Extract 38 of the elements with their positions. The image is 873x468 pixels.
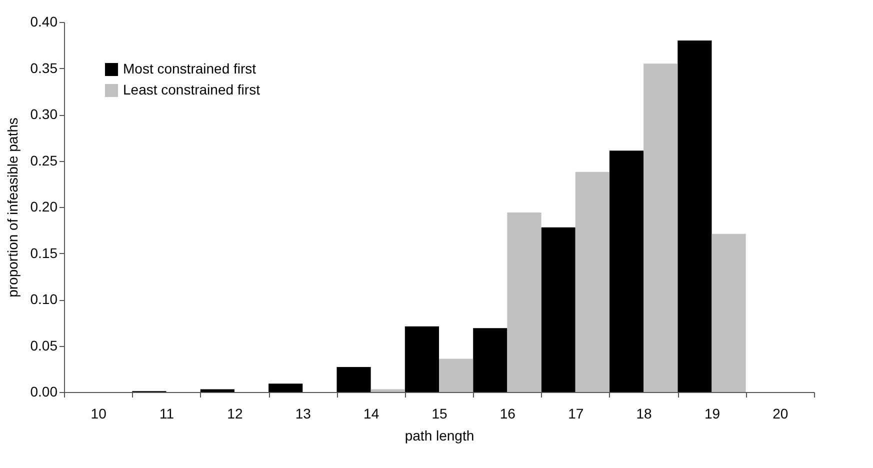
bar bbox=[644, 64, 678, 392]
bar bbox=[439, 358, 474, 392]
x-tick-label: 16 bbox=[500, 406, 516, 422]
bar bbox=[200, 389, 234, 392]
x-tick-label: 12 bbox=[227, 406, 243, 422]
x-tick-label: 15 bbox=[432, 406, 448, 422]
bar bbox=[541, 227, 576, 392]
y-tick-label: 0.35 bbox=[30, 60, 58, 76]
y-tick-label: 0.25 bbox=[30, 152, 58, 168]
x-tick-label: 14 bbox=[364, 406, 380, 422]
bar bbox=[678, 40, 712, 392]
bar bbox=[575, 172, 610, 392]
x-tick-label: 17 bbox=[568, 406, 584, 422]
legend-label: Most constrained first bbox=[123, 60, 256, 76]
y-tick-label: 0.40 bbox=[30, 14, 58, 30]
x-tick-label: 11 bbox=[160, 406, 174, 422]
bar bbox=[404, 326, 439, 392]
bar bbox=[712, 234, 746, 392]
bar bbox=[473, 328, 508, 392]
x-tick-label: 18 bbox=[636, 406, 652, 422]
y-tick-label: 0.00 bbox=[30, 384, 58, 400]
bar bbox=[370, 389, 405, 392]
bar bbox=[609, 150, 644, 392]
bar bbox=[507, 212, 542, 392]
x-axis-title: path length bbox=[404, 428, 474, 444]
y-tick-label: 0.10 bbox=[30, 291, 58, 307]
x-tick-label: 19 bbox=[704, 406, 720, 422]
legend-label: Least constrained first bbox=[123, 82, 260, 98]
y-axis-title: proportion of infeasible paths bbox=[4, 118, 20, 298]
x-tick-label: 13 bbox=[295, 406, 312, 422]
y-tick-label: 0.15 bbox=[30, 244, 58, 261]
y-tick-label: 0.20 bbox=[30, 198, 58, 214]
x-tick-label: 10 bbox=[90, 406, 107, 422]
bar bbox=[336, 367, 371, 392]
x-tick-label: 20 bbox=[772, 406, 788, 422]
y-tick-label: 0.05 bbox=[30, 337, 58, 354]
y-tick-label: 0.30 bbox=[30, 106, 58, 122]
bar bbox=[268, 384, 303, 392]
